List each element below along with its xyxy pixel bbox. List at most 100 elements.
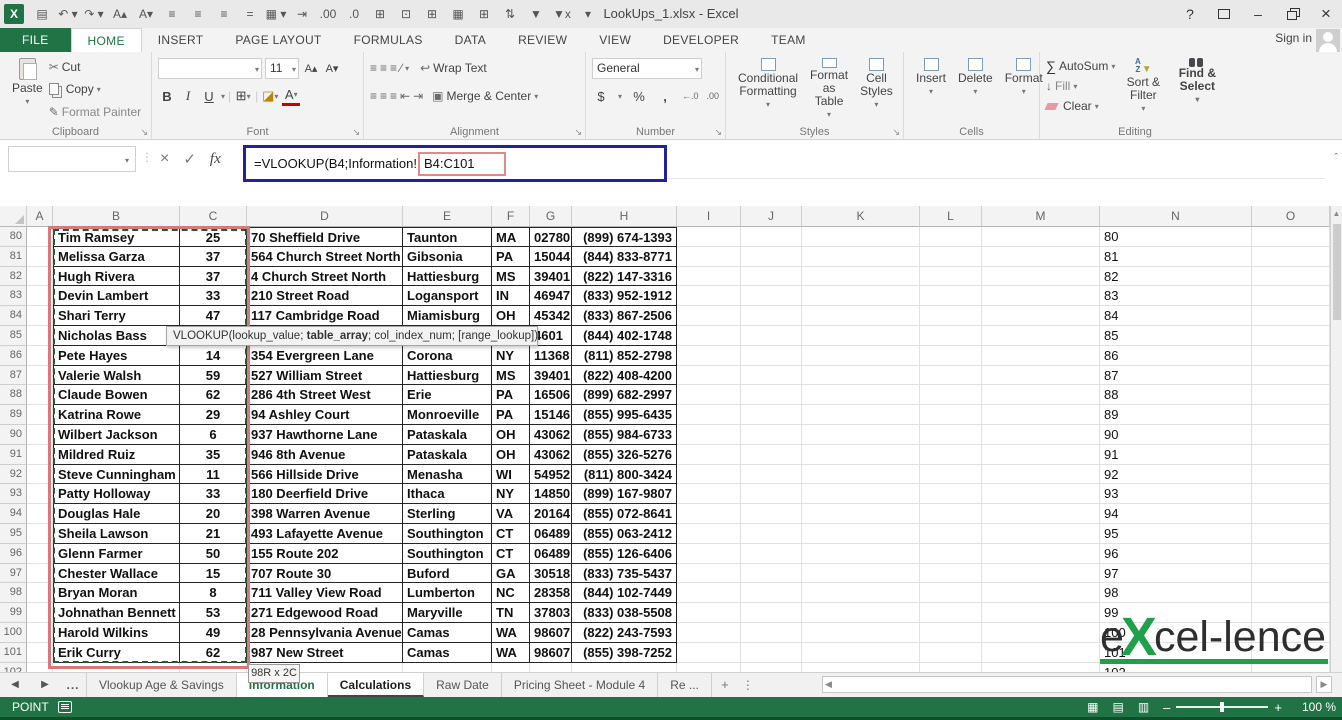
- cell-K82[interactable]: [802, 266, 920, 287]
- column-header-A[interactable]: A: [27, 206, 53, 227]
- cell-F101[interactable]: WA: [492, 642, 530, 663]
- redo-icon[interactable]: ↷ ▾: [84, 7, 104, 21]
- cell-C94[interactable]: 20: [180, 504, 247, 524]
- cell-M102[interactable]: [982, 662, 1100, 672]
- font-color-button[interactable]: A ▾: [282, 86, 301, 106]
- minimize-button[interactable]: –: [1254, 6, 1262, 22]
- cell-C92[interactable]: 11: [180, 464, 247, 485]
- cell-E93[interactable]: Ithaca: [403, 484, 492, 505]
- cell-A98[interactable]: [27, 583, 53, 604]
- row-header-85[interactable]: 85: [0, 325, 27, 346]
- align-top-icon[interactable]: ≡: [370, 61, 378, 75]
- row-header-91[interactable]: 91: [0, 444, 27, 465]
- cell-B89[interactable]: Katrina Rowe: [53, 405, 180, 425]
- ribbon-tab-file[interactable]: FILE: [0, 28, 71, 52]
- cell-G84[interactable]: 45342: [530, 306, 572, 326]
- cell-C82[interactable]: 37: [180, 266, 247, 287]
- cell-K100[interactable]: [802, 622, 920, 643]
- column-header-C[interactable]: C: [180, 206, 247, 227]
- cell-J88[interactable]: [741, 385, 802, 406]
- cell-H82[interactable]: (822) 147-3316: [572, 266, 677, 287]
- cell-D95[interactable]: 493 Lafayette Avenue: [247, 523, 403, 544]
- cell-M88[interactable]: [982, 385, 1100, 406]
- cell-C96[interactable]: 50: [180, 543, 247, 564]
- cell-G83[interactable]: 46947: [530, 286, 572, 307]
- chevron-down-icon[interactable]: ▾: [124, 156, 129, 165]
- cell-L100[interactable]: [920, 622, 982, 643]
- cell-B88[interactable]: Claude Bowen: [53, 385, 180, 406]
- cell-F86[interactable]: NY: [492, 345, 530, 366]
- ribbon-tab-team[interactable]: TEAM: [771, 33, 806, 47]
- ribbon-tab-view[interactable]: VIEW: [599, 33, 632, 47]
- align-left-icon[interactable]: ≡: [168, 7, 176, 21]
- cell-M92[interactable]: [982, 464, 1100, 485]
- row-header-90[interactable]: 90: [0, 424, 27, 445]
- cell-F87[interactable]: MS: [492, 365, 530, 386]
- cell-G91[interactable]: 43062: [530, 444, 572, 465]
- cell-K80[interactable]: [802, 227, 920, 247]
- cell-D84[interactable]: 117 Cambridge Road: [247, 306, 403, 326]
- cell-C89[interactable]: 29: [180, 405, 247, 425]
- cell-G95[interactable]: 06489: [530, 523, 572, 544]
- no-border-icon[interactable]: =: [246, 7, 254, 21]
- save-icon[interactable]: ▤: [36, 7, 48, 21]
- cell-I102[interactable]: [677, 662, 741, 672]
- cell-M93[interactable]: [982, 484, 1100, 505]
- cell-O95[interactable]: [1252, 523, 1330, 544]
- cell-K98[interactable]: [802, 583, 920, 604]
- cell-J99[interactable]: [741, 603, 802, 623]
- cell-O84[interactable]: [1252, 306, 1330, 326]
- decrease-decimal-icon[interactable]: .0: [348, 7, 359, 21]
- cell-K87[interactable]: [802, 365, 920, 386]
- alignment-dialog-launcher-icon[interactable]: ↘: [574, 127, 582, 137]
- cell-E87[interactable]: Hattiesburg: [403, 365, 492, 386]
- cell-B87[interactable]: Valerie Walsh: [53, 365, 180, 386]
- cell-C99[interactable]: 53: [180, 603, 247, 623]
- cell-I93[interactable]: [677, 484, 741, 505]
- cell-B80[interactable]: Tim Ramsey: [53, 227, 180, 247]
- increase-indent-icon[interactable]: ⇥: [413, 89, 424, 103]
- cell-N88[interactable]: 88: [1100, 385, 1252, 406]
- cell-A100[interactable]: [27, 622, 53, 643]
- number-dialog-launcher-icon[interactable]: ↘: [714, 127, 722, 137]
- cell-L81[interactable]: [920, 246, 982, 267]
- paste-button[interactable]: Paste ▾: [6, 56, 49, 123]
- cell-K99[interactable]: [802, 603, 920, 623]
- cell-J102[interactable]: [741, 662, 802, 672]
- cell-M84[interactable]: [982, 306, 1100, 326]
- cell-H84[interactable]: (833) 867-2506: [572, 306, 677, 326]
- cell-K101[interactable]: [802, 642, 920, 663]
- cell-F84[interactable]: OH: [492, 306, 530, 326]
- cell-C88[interactable]: 62: [180, 385, 247, 406]
- column-header-I[interactable]: I: [677, 206, 741, 227]
- cell-H92[interactable]: (811) 800-3424: [572, 464, 677, 485]
- cell-E86[interactable]: Corona: [403, 345, 492, 366]
- cell-F102[interactable]: [492, 662, 530, 672]
- cell-H80[interactable]: (899) 674-1393: [572, 227, 677, 247]
- cell-O92[interactable]: [1252, 464, 1330, 485]
- cell-J95[interactable]: [741, 523, 802, 544]
- ribbon-tab-data[interactable]: DATA: [454, 33, 487, 47]
- cell-L102[interactable]: [920, 662, 982, 672]
- excel-logo-icon[interactable]: X: [4, 4, 24, 24]
- cell-F82[interactable]: MS: [492, 266, 530, 287]
- cell-E89[interactable]: Monroeville: [403, 405, 492, 425]
- macro-record-icon[interactable]: [58, 701, 72, 713]
- column-header-G[interactable]: G: [530, 206, 572, 227]
- cell-L85[interactable]: [920, 325, 982, 346]
- column-header-M[interactable]: M: [982, 206, 1100, 227]
- cell-N98[interactable]: 98: [1100, 583, 1252, 604]
- cell-F94[interactable]: VA: [492, 504, 530, 524]
- cell-H90[interactable]: (855) 984-6733: [572, 424, 677, 445]
- cell-E94[interactable]: Sterling: [403, 504, 492, 524]
- cell-N96[interactable]: 96: [1100, 543, 1252, 564]
- cell-D86[interactable]: 354 Evergreen Lane: [247, 345, 403, 366]
- cell-A99[interactable]: [27, 603, 53, 623]
- ribbon-tab-page-layout[interactable]: PAGE LAYOUT: [235, 33, 322, 47]
- cell-F93[interactable]: NY: [492, 484, 530, 505]
- cell-O80[interactable]: [1252, 227, 1330, 247]
- cell-A82[interactable]: [27, 266, 53, 287]
- cell-B95[interactable]: Sheila Lawson: [53, 523, 180, 544]
- filter-icon[interactable]: ▼: [530, 7, 542, 21]
- cell-A97[interactable]: [27, 563, 53, 584]
